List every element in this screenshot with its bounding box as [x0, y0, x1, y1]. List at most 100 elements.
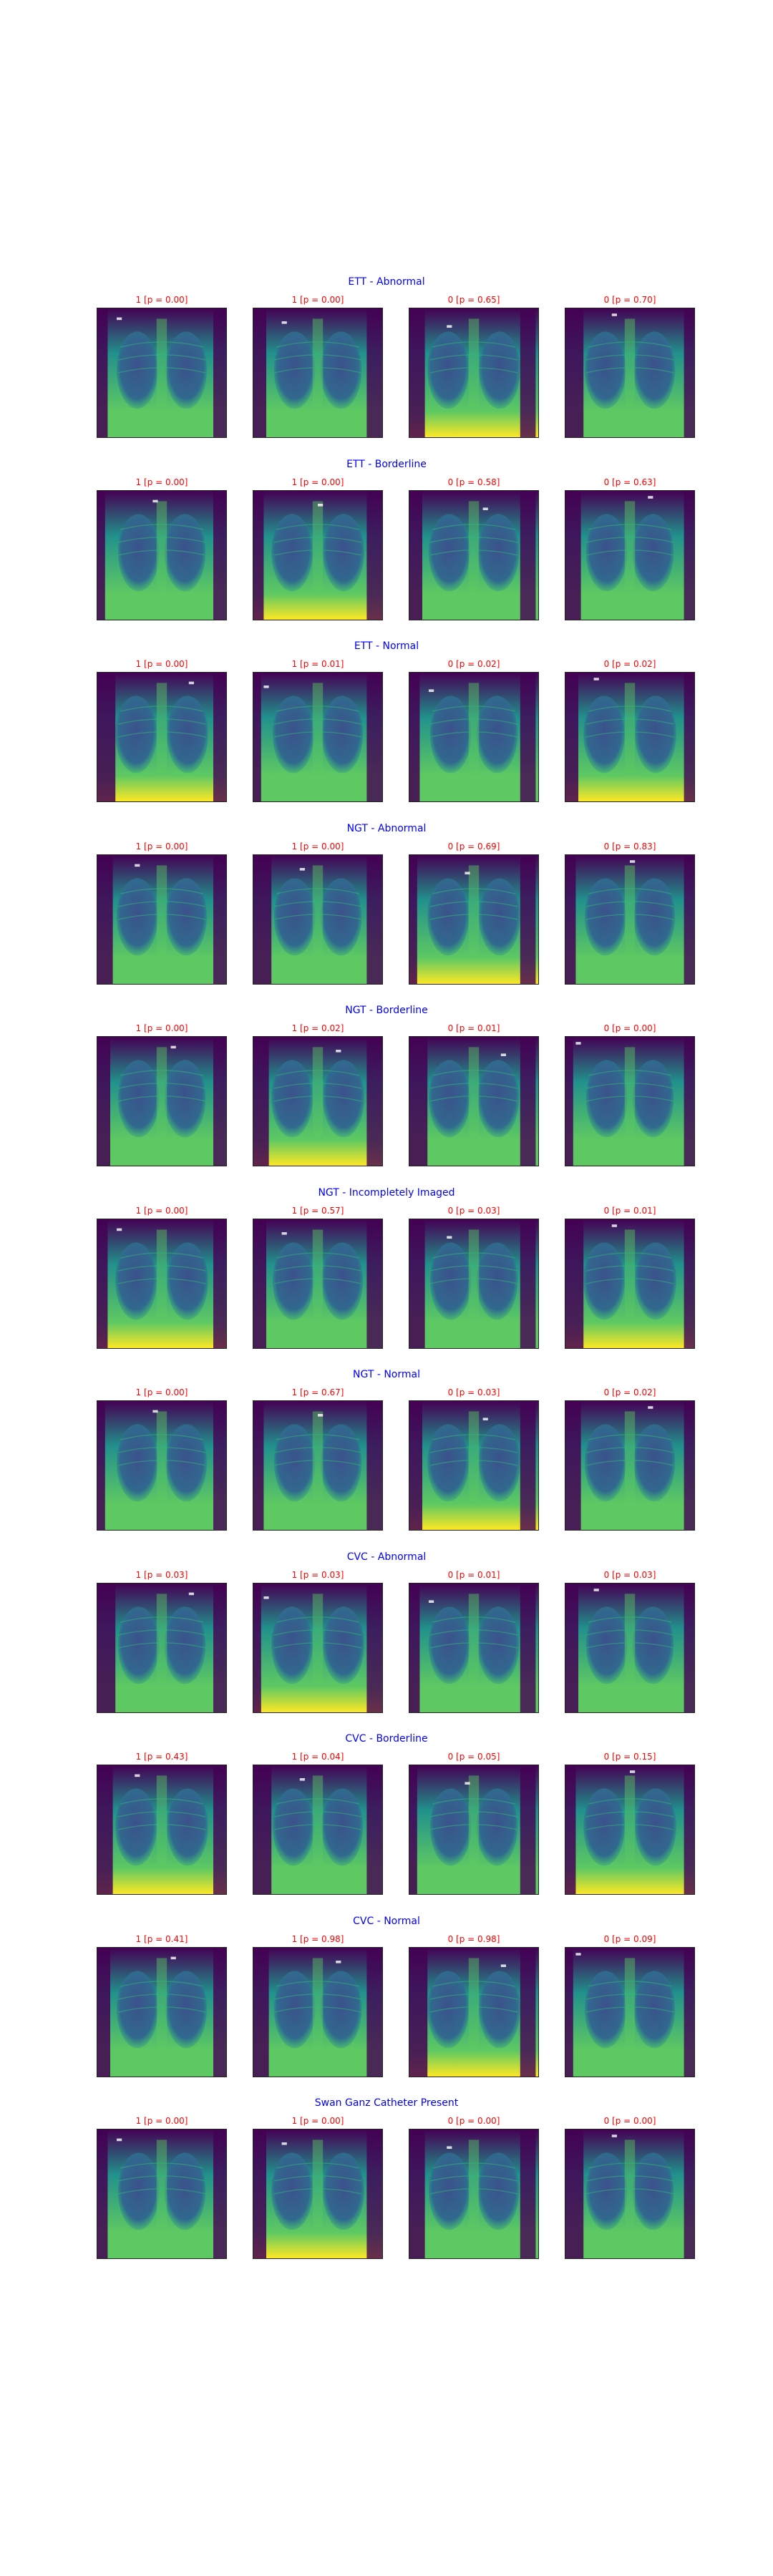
image-prediction-label: 0 [p = 0.02] [409, 659, 539, 669]
chest-xray-image [97, 308, 227, 438]
image-prediction-label: 0 [p = 0.03] [409, 1206, 539, 1216]
chest-xray-image [409, 2129, 539, 2259]
chest-xray-image [253, 1947, 383, 2077]
image-prediction-label: 0 [p = 0.01] [409, 1023, 539, 1033]
chest-xray-image [565, 1400, 695, 1531]
image-prediction-label: 1 [p = 0.00] [97, 659, 227, 669]
chest-xray-image [565, 2129, 695, 2259]
chest-xray-image [565, 1219, 695, 1349]
row-title: NGT - Borderline [0, 1005, 773, 1016]
row-title: CVC - Normal [0, 1916, 773, 1927]
image-prediction-label: 1 [p = 0.00] [253, 295, 383, 305]
chest-xray-image [97, 2129, 227, 2259]
image-prediction-label: 0 [p = 0.00] [565, 2116, 695, 2126]
row-title: NGT - Incompletely Imaged [0, 1187, 773, 1199]
chest-xray-image [409, 1219, 539, 1349]
chest-xray-image [409, 854, 539, 985]
chest-xray-image [565, 1947, 695, 2077]
row-title: CVC - Borderline [0, 1733, 773, 1745]
image-prediction-label: 0 [p = 0.63] [565, 477, 695, 487]
row-title: Swan Ganz Catheter Present [0, 2097, 773, 2109]
image-prediction-label: 1 [p = 0.00] [97, 841, 227, 852]
image-prediction-label: 0 [p = 0.69] [409, 841, 539, 852]
image-prediction-label: 1 [p = 0.00] [97, 1023, 227, 1033]
image-prediction-label: 0 [p = 0.70] [565, 295, 695, 305]
chest-xray-image [565, 1036, 695, 1166]
chest-xray-image [253, 854, 383, 985]
row-title: NGT - Normal [0, 1369, 773, 1380]
chest-xray-image [253, 2129, 383, 2259]
chest-xray-image [253, 1219, 383, 1349]
image-prediction-label: 1 [p = 0.98] [253, 1934, 383, 1944]
image-prediction-label: 1 [p = 0.00] [97, 2116, 227, 2126]
image-prediction-label: 1 [p = 0.03] [97, 1570, 227, 1580]
row-title: ETT - Borderline [0, 459, 773, 470]
chest-xray-image [253, 672, 383, 802]
chest-xray-image [253, 1036, 383, 1166]
chest-xray-image [409, 490, 539, 620]
image-prediction-label: 0 [p = 0.65] [409, 295, 539, 305]
image-prediction-label: 0 [p = 0.09] [565, 1934, 695, 1944]
image-prediction-label: 0 [p = 0.02] [565, 1387, 695, 1397]
chest-xray-image [409, 308, 539, 438]
image-prediction-label: 1 [p = 0.41] [97, 1934, 227, 1944]
chest-xray-image [409, 1765, 539, 1895]
image-prediction-label: 1 [p = 0.43] [97, 1752, 227, 1762]
chest-xray-image [253, 1583, 383, 1713]
chest-xray-image [409, 1947, 539, 2077]
chest-xray-image [253, 490, 383, 620]
row-title: CVC - Abnormal [0, 1551, 773, 1563]
image-prediction-label: 1 [p = 0.00] [97, 1387, 227, 1397]
image-prediction-label: 1 [p = 0.00] [97, 477, 227, 487]
row-title: NGT - Abnormal [0, 823, 773, 834]
chest-xray-image [409, 1036, 539, 1166]
image-prediction-label: 1 [p = 0.01] [253, 659, 383, 669]
image-prediction-label: 0 [p = 0.02] [565, 659, 695, 669]
image-prediction-label: 1 [p = 0.02] [253, 1023, 383, 1033]
chest-xray-image [253, 1765, 383, 1895]
image-prediction-label: 0 [p = 0.00] [565, 1023, 695, 1033]
chest-xray-image [97, 490, 227, 620]
image-prediction-label: 0 [p = 0.03] [565, 1570, 695, 1580]
chest-xray-image [97, 1219, 227, 1349]
image-prediction-label: 0 [p = 0.00] [409, 2116, 539, 2126]
chest-xray-image [97, 1947, 227, 2077]
chest-xray-image [97, 1765, 227, 1895]
chest-xray-image [565, 1765, 695, 1895]
chest-xray-image [565, 490, 695, 620]
image-prediction-label: 1 [p = 0.00] [253, 477, 383, 487]
chest-xray-image [565, 1583, 695, 1713]
chest-xray-image [253, 308, 383, 438]
image-prediction-label: 1 [p = 0.57] [253, 1206, 383, 1216]
image-prediction-label: 1 [p = 0.67] [253, 1387, 383, 1397]
chest-xray-image [97, 854, 227, 985]
chest-xray-image [565, 854, 695, 985]
image-prediction-label: 1 [p = 0.00] [253, 841, 383, 852]
chest-xray-image [253, 1400, 383, 1531]
image-prediction-label: 1 [p = 0.03] [253, 1570, 383, 1580]
image-prediction-label: 1 [p = 0.00] [97, 295, 227, 305]
chest-xray-image [565, 672, 695, 802]
image-prediction-label: 0 [p = 0.15] [565, 1752, 695, 1762]
image-prediction-label: 0 [p = 0.83] [565, 841, 695, 852]
image-prediction-label: 1 [p = 0.00] [97, 1206, 227, 1216]
image-prediction-label: 1 [p = 0.04] [253, 1752, 383, 1762]
image-prediction-label: 1 [p = 0.00] [253, 2116, 383, 2126]
chest-xray-image [409, 1400, 539, 1531]
image-prediction-label: 0 [p = 0.01] [409, 1570, 539, 1580]
image-prediction-label: 0 [p = 0.58] [409, 477, 539, 487]
image-prediction-label: 0 [p = 0.01] [565, 1206, 695, 1216]
row-title: ETT - Abnormal [0, 276, 773, 288]
image-prediction-label: 0 [p = 0.98] [409, 1934, 539, 1944]
chest-xray-image [97, 672, 227, 802]
row-title: ETT - Normal [0, 640, 773, 652]
chest-xray-image [97, 1036, 227, 1166]
chest-xray-image [97, 1400, 227, 1531]
image-prediction-label: 0 [p = 0.03] [409, 1387, 539, 1397]
chest-xray-image [409, 1583, 539, 1713]
chest-xray-image [97, 1583, 227, 1713]
image-prediction-label: 0 [p = 0.05] [409, 1752, 539, 1762]
chest-xray-image [565, 308, 695, 438]
chest-xray-image [409, 672, 539, 802]
